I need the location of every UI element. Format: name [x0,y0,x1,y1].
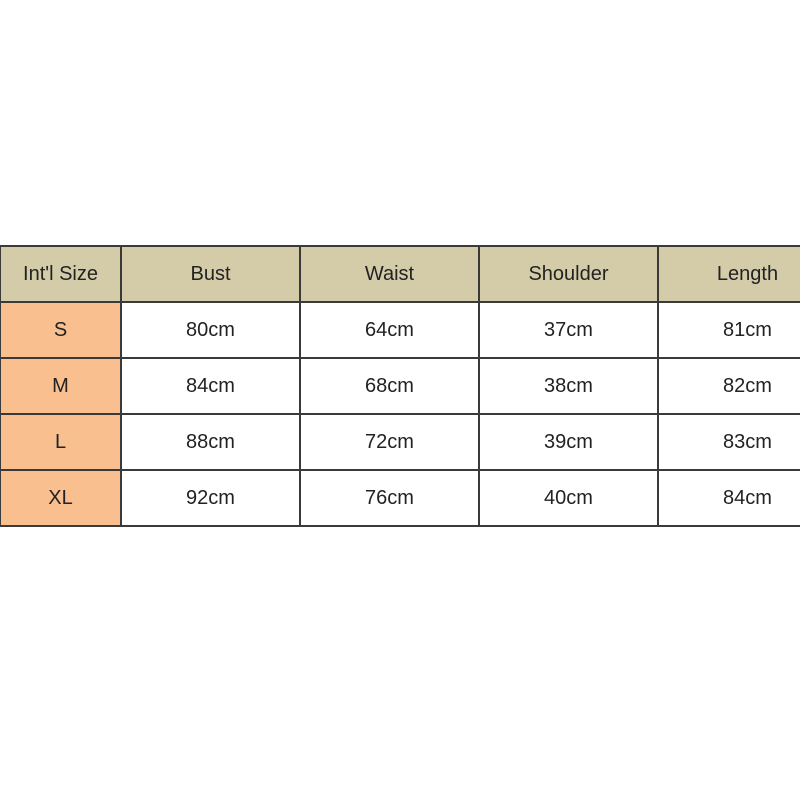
header-cell-waist: Waist [299,245,480,303]
cell-bust: 92cm [120,469,301,527]
cell-length: 81cm [657,301,800,359]
header-cell-length: Length [657,245,800,303]
cell-length: 83cm [657,413,800,471]
cell-waist: 68cm [299,357,480,415]
table-row: L 88cm 72cm 39cm 83cm [0,413,800,471]
cell-size: L [0,413,122,471]
cell-length: 84cm [657,469,800,527]
cell-size: S [0,301,122,359]
header-cell-shoulder: Shoulder [478,245,659,303]
cell-bust: 88cm [120,413,301,471]
header-cell-bust: Bust [120,245,301,303]
cell-waist: 64cm [299,301,480,359]
cell-bust: 80cm [120,301,301,359]
cell-size: XL [0,469,122,527]
header-cell-size: Int'l Size [0,245,122,303]
cell-shoulder: 40cm [478,469,659,527]
table-row: S 80cm 64cm 37cm 81cm [0,301,800,359]
table-row: XL 92cm 76cm 40cm 84cm [0,469,800,527]
header-row: Int'l Size Bust Waist Shoulder Length [0,245,800,303]
table-row: M 84cm 68cm 38cm 82cm [0,357,800,415]
cell-length: 82cm [657,357,800,415]
cell-waist: 72cm [299,413,480,471]
cell-shoulder: 39cm [478,413,659,471]
cell-bust: 84cm [120,357,301,415]
cell-waist: 76cm [299,469,480,527]
cell-size: M [0,357,122,415]
cell-shoulder: 37cm [478,301,659,359]
cell-shoulder: 38cm [478,357,659,415]
